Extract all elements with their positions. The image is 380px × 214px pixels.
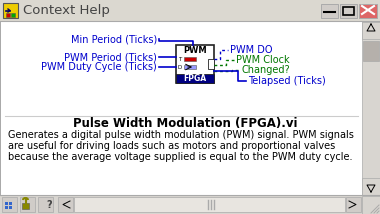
Text: ?: ? [46, 199, 52, 210]
Bar [0, 0, 380, 21]
Text: T: T [178, 56, 182, 61]
Bar [208, 59, 214, 69]
Bar [184, 65, 196, 69]
Bar [6, 13, 10, 17]
Bar [0, 195, 380, 214]
Text: D: D [178, 64, 182, 70]
Bar [2, 197, 17, 212]
Bar [362, 196, 380, 214]
Text: PWM Duty Cycle (Ticks): PWM Duty Cycle (Ticks) [41, 62, 157, 72]
Bar [321, 4, 338, 18]
Bar [340, 4, 357, 18]
Bar [362, 22, 380, 39]
Text: FPGA: FPGA [184, 74, 207, 83]
Bar [9, 202, 12, 205]
Text: Telapsed (Ticks): Telapsed (Ticks) [248, 76, 326, 86]
Bar [22, 203, 29, 209]
Text: Changed?: Changed? [242, 65, 291, 75]
Bar [1, 21, 362, 195]
Bar [3, 3, 18, 18]
Bar [363, 41, 379, 61]
Text: Min Period (Ticks): Min Period (Ticks) [71, 34, 157, 44]
Bar [176, 74, 214, 83]
Bar [184, 57, 196, 61]
Bar [343, 7, 354, 15]
Bar [176, 45, 214, 83]
Bar [9, 206, 12, 209]
Text: Context Help: Context Help [23, 3, 110, 16]
Text: PWM Period (Ticks): PWM Period (Ticks) [64, 52, 157, 62]
Bar [5, 206, 8, 209]
Text: Pulse Width Modulation (FPGA).vi: Pulse Width Modulation (FPGA).vi [73, 116, 297, 129]
Text: PWM DO: PWM DO [230, 45, 272, 55]
Text: because the average voltage supplied is equal to the PWM duty cycle.: because the average voltage supplied is … [8, 152, 353, 162]
Bar [11, 13, 15, 17]
Text: Generates a digital pulse width modulation (PWM) signal. PWM signals: Generates a digital pulse width modulati… [8, 130, 354, 140]
Text: PWM Clock: PWM Clock [236, 55, 290, 65]
Bar [38, 197, 53, 212]
Text: PWM: PWM [183, 46, 207, 55]
Bar [346, 197, 361, 212]
Bar [359, 4, 377, 18]
Bar [20, 197, 35, 212]
Text: are useful for driving loads such as motors and proportional valves: are useful for driving loads such as mot… [8, 141, 335, 151]
Bar [5, 202, 8, 205]
Bar [362, 178, 380, 195]
Bar [362, 21, 380, 195]
Bar [74, 197, 345, 212]
Bar [58, 197, 73, 212]
